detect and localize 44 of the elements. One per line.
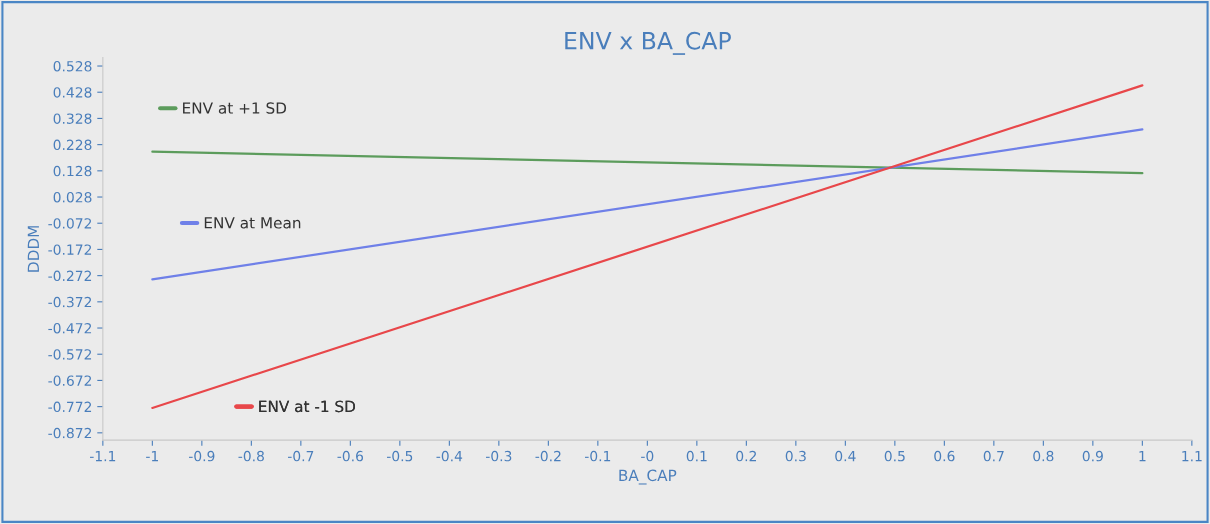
x-tick-label: -0.2 — [535, 450, 561, 462]
y-tick-label: 0.128 — [53, 165, 92, 177]
x-tick-label: 0.1 — [686, 450, 707, 462]
x-tick-label: 0.2 — [736, 450, 756, 462]
y-tick-label: -0.772 — [48, 401, 92, 413]
y-tick-label: -0.172 — [48, 244, 92, 255]
x-tick-label: -0.1 — [584, 450, 611, 462]
y-tick-label: -0.672 — [48, 375, 92, 386]
y-tick-label: 0.528 — [53, 60, 92, 72]
x-tick-label: 0.8 — [1033, 450, 1054, 462]
x-tick-label: 1.1 — [1182, 451, 1202, 462]
x-tick-label: 0.3 — [785, 450, 806, 462]
legend-label: ENV at +1 SD — [183, 102, 287, 114]
y-tick-label: 0.228 — [53, 139, 92, 151]
x-tick-label: -0.5 — [386, 450, 413, 462]
y-tick-label: 0.028 — [53, 191, 92, 203]
x-tick-label: 0.6 — [934, 450, 955, 462]
x-axis-title: BA_CAP — [619, 469, 677, 485]
y-tick-label: -0.572 — [48, 349, 92, 360]
chart-title: ENV x BA_CAP — [565, 31, 731, 55]
x-tick-label: -0.3 — [485, 450, 512, 462]
x-tick-label: 0.7 — [983, 450, 1004, 462]
x-tick-label: -0.6 — [337, 450, 364, 462]
x-tick-label: -0 — [641, 450, 654, 462]
x-tick-label: 0.4 — [835, 450, 856, 462]
y-tick-label: -0.872 — [48, 427, 92, 439]
legend-label: ENV at Mean — [204, 217, 301, 229]
x-tick-label: -0.7 — [287, 450, 314, 462]
x-tick-label: -0.9 — [188, 450, 215, 462]
y-tick-label: 0.328 — [53, 113, 92, 124]
x-tick-label: -0.8 — [238, 450, 264, 462]
y-tick-label: -0.272 — [48, 270, 92, 282]
y-tick-label: -0.472 — [48, 322, 92, 334]
x-tick-label: 0.9 — [1082, 450, 1103, 462]
x-tick-label: 1 — [1139, 451, 1146, 462]
y-axis-title: DDDM — [27, 226, 39, 272]
x-tick-label: -0.4 — [436, 450, 463, 462]
y-tick-label: -0.372 — [48, 296, 92, 308]
y-tick-label: 0.428 — [53, 87, 92, 98]
x-tick-label: -1.1 — [89, 451, 116, 462]
x-tick-label: 0.5 — [884, 450, 905, 462]
legend-label: ENV at -1 SD — [259, 400, 356, 413]
y-tick-label: -0.072 — [48, 218, 92, 229]
x-tick-label: -1 — [146, 451, 158, 462]
